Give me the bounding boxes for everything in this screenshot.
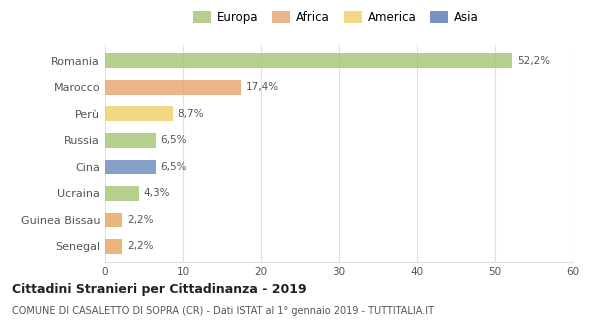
Bar	[105, 239, 122, 254]
Text: 2,2%: 2,2%	[127, 215, 154, 225]
Text: Cittadini Stranieri per Cittadinanza - 2019: Cittadini Stranieri per Cittadinanza - 2…	[12, 283, 307, 296]
Text: 8,7%: 8,7%	[178, 109, 204, 119]
Bar	[105, 107, 173, 121]
Text: 17,4%: 17,4%	[245, 82, 278, 92]
Text: 6,5%: 6,5%	[160, 135, 187, 145]
Text: 52,2%: 52,2%	[517, 56, 550, 66]
Bar	[105, 186, 139, 201]
Text: COMUNE DI CASALETTO DI SOPRA (CR) - Dati ISTAT al 1° gennaio 2019 - TUTTITALIA.I: COMUNE DI CASALETTO DI SOPRA (CR) - Dati…	[12, 306, 434, 316]
Bar	[105, 160, 156, 174]
Bar	[105, 53, 512, 68]
Text: 6,5%: 6,5%	[160, 162, 187, 172]
Text: 2,2%: 2,2%	[127, 242, 154, 252]
Bar	[105, 133, 156, 148]
Legend: Europa, Africa, America, Asia: Europa, Africa, America, Asia	[188, 6, 484, 28]
Bar	[105, 80, 241, 94]
Bar	[105, 213, 122, 227]
Text: 4,3%: 4,3%	[143, 188, 170, 198]
